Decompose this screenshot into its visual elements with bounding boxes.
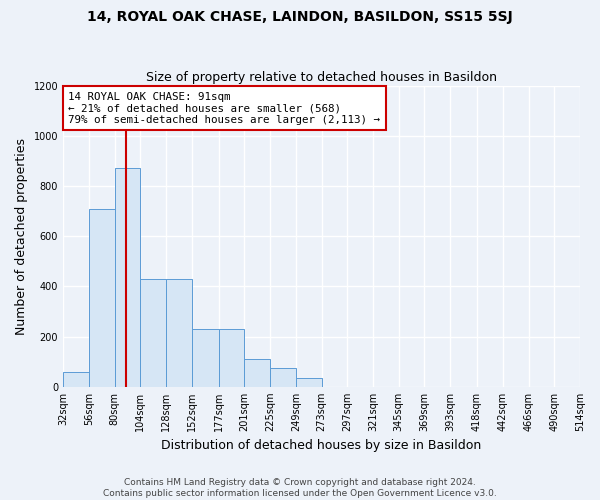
Y-axis label: Number of detached properties: Number of detached properties <box>15 138 28 334</box>
Title: Size of property relative to detached houses in Basildon: Size of property relative to detached ho… <box>146 72 497 85</box>
Bar <box>115 168 140 387</box>
Bar <box>166 279 192 387</box>
Bar <box>140 279 166 387</box>
Text: 14 ROYAL OAK CHASE: 91sqm
← 21% of detached houses are smaller (568)
79% of semi: 14 ROYAL OAK CHASE: 91sqm ← 21% of detac… <box>68 92 380 125</box>
X-axis label: Distribution of detached houses by size in Basildon: Distribution of detached houses by size … <box>161 440 482 452</box>
Bar <box>270 368 296 387</box>
Bar <box>192 329 218 387</box>
Bar <box>89 208 115 387</box>
Text: 14, ROYAL OAK CHASE, LAINDON, BASILDON, SS15 5SJ: 14, ROYAL OAK CHASE, LAINDON, BASILDON, … <box>87 10 513 24</box>
Text: Contains HM Land Registry data © Crown copyright and database right 2024.
Contai: Contains HM Land Registry data © Crown c… <box>103 478 497 498</box>
Bar <box>296 378 322 387</box>
Bar <box>63 372 89 387</box>
Bar <box>218 329 244 387</box>
Bar <box>244 359 270 387</box>
